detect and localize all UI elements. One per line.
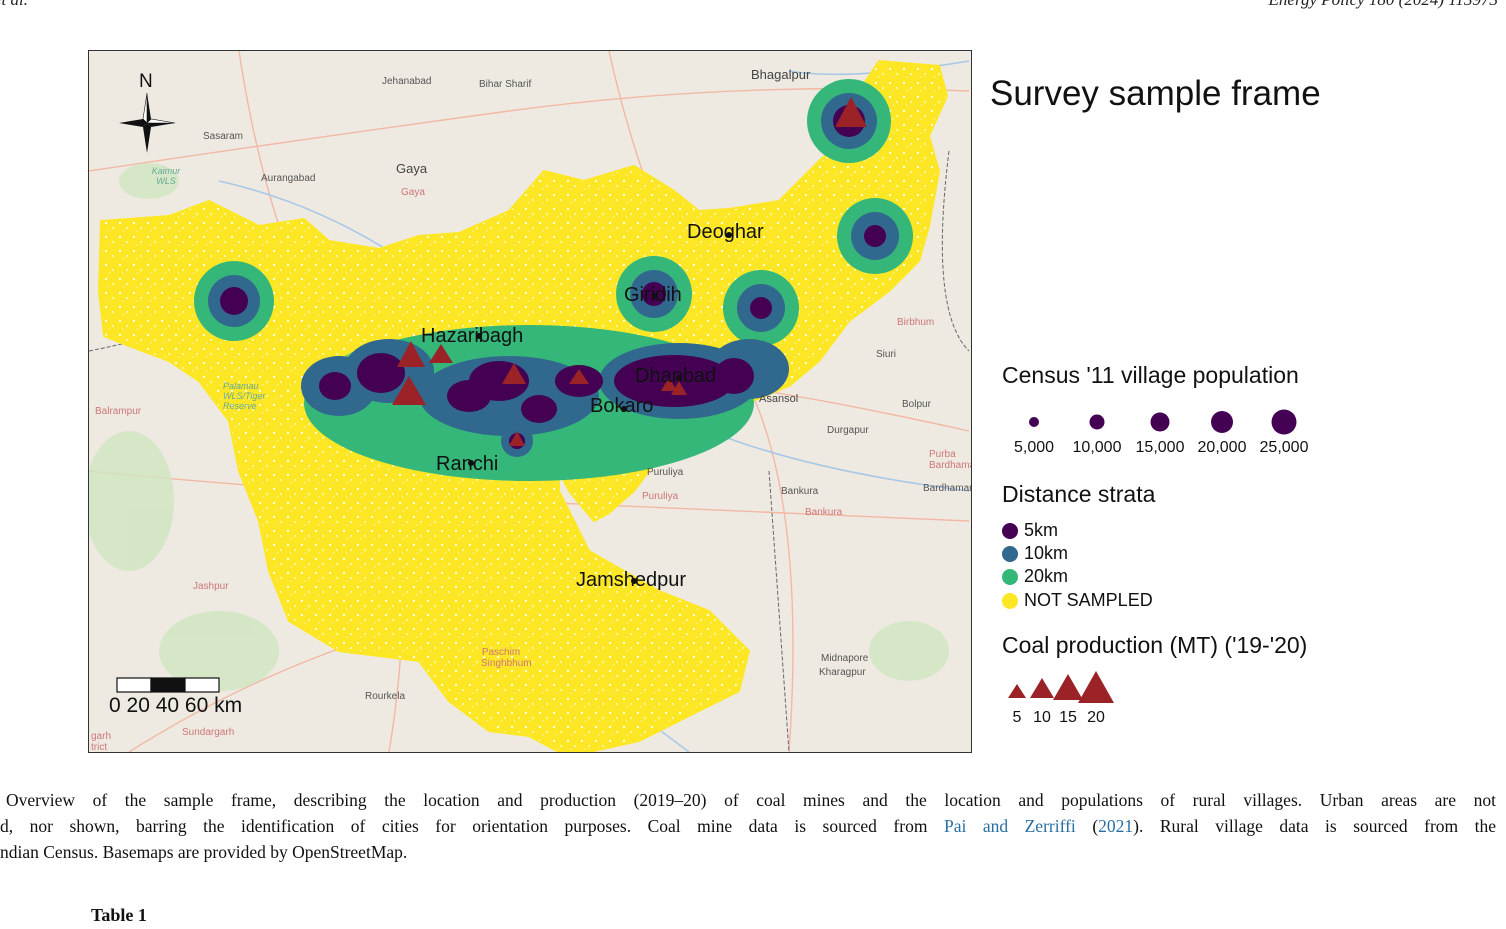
place-label: Aurangabad [261,173,316,184]
population-legend-label: 15,000 [1135,439,1185,456]
city-label-dhanbad: Dhanbad [635,365,717,387]
caption-line: d, nor shown, barring the identification… [0,813,1496,839]
place-label: Siuri [876,349,897,360]
place-label: Balrampur [95,406,142,417]
place-label: Purba Bardhaman [929,449,971,471]
figure-caption: Overview of the sample frame, describing… [0,787,1496,865]
strata-legend-item: 5km [1002,520,1058,541]
city-label-bokaro: Bokaro [590,395,654,417]
coal-legend-label: 10 [1033,709,1051,726]
legend-title: Survey sample frame [990,74,1321,113]
coal-legend-label: 20 [1087,709,1105,726]
place-label: Kaimur WLS [151,166,181,186]
strata-legend-item: 20km [1002,566,1068,587]
strata-legend-label: NOT SAMPLED [1024,590,1153,610]
strata-20km-swatch [1002,568,1018,585]
place-label: Gaya [396,161,428,176]
place-label: Rourkela [365,691,406,702]
place-label: Puruliya [647,467,684,478]
place-label: Kharagpur [819,667,866,678]
citation-link-authors[interactable]: Pai and Zerriffi [943,816,1076,836]
north-label: N [139,71,153,92]
caption-line: ndian Census. Basemaps are provided by O… [0,842,408,862]
caption-text: ( [1092,816,1099,836]
coal-legend-label: 15 [1059,709,1077,726]
coal-legend-title: Coal production (MT) ('19-'20) [1002,632,1308,658]
strata-legend-label: 5km [1024,520,1059,540]
caption-text: d, nor shown, barring the identification… [0,816,928,836]
population-legend-title: Census '11 village population [1002,362,1299,388]
place-label: Bankura [781,486,819,497]
population-legend-symbols [1029,409,1297,435]
coal-legend-label: 5 [1012,709,1022,726]
caption-line: Overview of the sample frame, describing… [6,790,1496,810]
population-legend-label: 25,000 [1259,439,1309,456]
scale-bar [116,677,220,693]
strata-legend-item: 10km [1002,543,1068,564]
population-legend-label: 10,000 [1072,439,1122,456]
strata-legend-label: 20km [1024,566,1069,586]
place-label: Bankura [805,507,843,518]
table-title: Table 1 [91,905,147,925]
map-frame[interactable]: N Jehanabad Bihar Sharif Bhagalpur Sasar… [88,50,972,753]
map-canvas [89,51,970,752]
strata-legend-title: Distance strata [1002,481,1156,507]
place-label: Bolpur [902,399,931,410]
caption-text: ). Rural village data is sourced from th… [1133,816,1497,836]
place-label: Paschim Singhbhum [481,647,532,669]
running-header-authors: et al. [0,0,28,10]
place-label: Birbhum [897,317,935,328]
city-label-jamshedpur: Jamshedpur [576,569,687,591]
north-arrow [119,92,176,153]
strata-legend-item: NOT SAMPLED [1002,590,1153,611]
place-label: Sundargarh [182,727,235,738]
place-label: Sasaram [203,131,244,142]
city-points [468,232,732,584]
place-label: Jashpur [193,581,229,592]
place-label: Bihar Sharif [479,79,532,90]
place-label: Midnapore [821,653,869,664]
place-label: Palamau WLS/Tiger Reserve [223,381,266,411]
city-label-hazaribagh: Hazaribagh [421,325,524,347]
population-legend-label: 5,000 [1013,439,1055,456]
citation-link-year[interactable]: 2021 [1098,816,1134,836]
strata-legend-label: 10km [1024,543,1069,563]
basemap-green-areas [89,163,949,691]
strata-10km-swatch [1002,545,1018,562]
place-label: Gaya [401,187,425,198]
place-label: Bhagalpur [751,67,811,82]
coal-legend-symbols [1008,671,1114,703]
coal-mines [392,97,867,446]
place-label: Puruliya [642,491,679,502]
running-header-journal: Energy Policy 180 (2024) 113973 [1269,0,1498,10]
scale-bar-label: 0 20 40 60 km [109,694,243,717]
city-label-giridih: Giridih [624,284,682,306]
place-label: Asansol [759,393,799,405]
strata-not-sampled-swatch [1002,592,1018,609]
strata-5km-swatch [1002,522,1018,539]
population-legend-label: 20,000 [1197,439,1247,456]
place-label: Jehanabad [382,76,432,87]
city-label-deoghar: Deoghar [687,221,764,243]
place-label: garh trict [91,731,112,753]
place-label: Durgapur [827,425,869,436]
city-label-ranchi: Ranchi [436,453,499,475]
place-label: Bardhaman [923,483,972,494]
